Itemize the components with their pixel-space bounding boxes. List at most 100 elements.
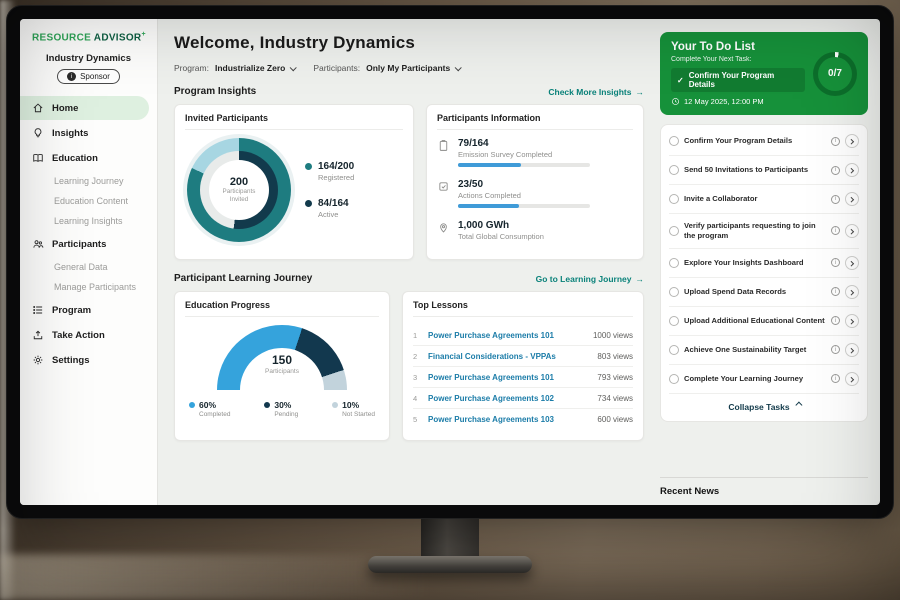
program-select[interactable]: Industrialize Zero bbox=[215, 63, 298, 73]
sidebar-item-label: Education bbox=[52, 152, 98, 164]
todo-due: 12 May 2025, 12:00 PM bbox=[671, 97, 805, 106]
chevron-right-icon bbox=[848, 376, 855, 383]
task-checkbox[interactable] bbox=[669, 194, 679, 204]
sidebar-item-program[interactable]: Program bbox=[20, 298, 149, 322]
lesson-row: 3 Power Purchase Agreements 101 793 view… bbox=[413, 367, 633, 388]
info-icon bbox=[67, 72, 77, 82]
donut-center: 200 Participants Invited bbox=[209, 160, 269, 220]
sidebar-item-label: Participants bbox=[52, 238, 107, 250]
sidebar-item-education[interactable]: Education bbox=[20, 146, 149, 170]
sponsor-badge-label: Sponsor bbox=[80, 72, 110, 82]
learning-journey-header: Participant Learning Journey Go to Learn… bbox=[174, 273, 644, 284]
task-open-button[interactable] bbox=[845, 255, 859, 270]
lesson-link[interactable]: Financial Considerations - VPPAs bbox=[428, 351, 556, 361]
program-filter-label: Program: bbox=[174, 63, 209, 73]
legend-active: 84/164 Active bbox=[305, 198, 354, 219]
task-row: Explore Your Insights Dashboard bbox=[669, 249, 859, 278]
info-icon[interactable] bbox=[831, 165, 840, 175]
task-list-card: Confirm Your Program Details Send 50 Inv… bbox=[660, 124, 868, 422]
legend-pending: 30% Pending bbox=[264, 400, 298, 418]
task-checkbox[interactable] bbox=[669, 136, 679, 146]
program-insights-header: Program Insights Check More Insights → bbox=[174, 86, 644, 97]
upload-action-icon bbox=[33, 330, 43, 340]
lesson-link[interactable]: Power Purchase Agreements 101 bbox=[428, 372, 554, 382]
task-open-button[interactable] bbox=[845, 163, 859, 177]
desk-highlight bbox=[0, 554, 430, 600]
legend-registered: 164/200 Registered bbox=[305, 161, 354, 182]
sidebar-item-settings[interactable]: Settings bbox=[20, 348, 149, 372]
sidebar-item-label: Learning Journey bbox=[54, 176, 124, 187]
task-checkbox[interactable] bbox=[669, 165, 679, 175]
participants-information-card: Participants Information 79/164 Emission… bbox=[426, 104, 644, 260]
arrow-right-icon: → bbox=[635, 86, 645, 97]
task-row: Upload Spend Data Records bbox=[669, 278, 859, 307]
task-open-button[interactable] bbox=[845, 223, 859, 238]
logo-secondary: ADVISOR bbox=[93, 32, 142, 44]
info-row-consumption: 1,000 GWh Total Global Consumption bbox=[437, 220, 633, 245]
gauge-legend: 60% Completed 30% Pending bbox=[185, 391, 379, 418]
sidebar-item-take-action[interactable]: Take Action bbox=[20, 323, 149, 347]
task-checkbox[interactable] bbox=[669, 344, 679, 355]
sponsor-badge[interactable]: Sponsor bbox=[57, 69, 120, 85]
info-icon[interactable] bbox=[831, 287, 840, 297]
gauge-center: 150 Participants bbox=[265, 353, 299, 375]
task-open-button[interactable] bbox=[845, 371, 859, 386]
chevron-right-icon bbox=[848, 318, 855, 325]
info-icon[interactable] bbox=[831, 316, 840, 326]
info-icon[interactable] bbox=[831, 226, 840, 236]
home-icon bbox=[33, 103, 43, 113]
task-open-button[interactable] bbox=[845, 284, 859, 299]
section-title: Participant Learning Journey bbox=[174, 273, 313, 284]
task-checkbox[interactable] bbox=[669, 225, 679, 236]
task-checkbox[interactable] bbox=[669, 257, 679, 268]
task-checkbox[interactable] bbox=[669, 286, 679, 297]
monitor-bezel: RESOURCE ADVISOR+ Industry Dynamics Spon… bbox=[6, 5, 894, 519]
info-icon[interactable] bbox=[831, 345, 840, 355]
progress-bar bbox=[458, 204, 590, 208]
task-open-button[interactable] bbox=[845, 313, 859, 328]
info-icon[interactable] bbox=[831, 374, 840, 384]
sidebar-item-education-content[interactable]: Education Content bbox=[20, 191, 157, 211]
sidebar-item-participants[interactable]: Participants bbox=[20, 232, 149, 256]
main-content: Welcome, Industry Dynamics Program: Indu… bbox=[158, 19, 656, 505]
lesson-link[interactable]: Power Purchase Agreements 102 bbox=[428, 393, 554, 403]
page-title: Welcome, Industry Dynamics bbox=[174, 33, 416, 52]
invited-total-label: Participants Invited bbox=[222, 188, 256, 203]
chevron-right-icon bbox=[848, 138, 855, 145]
task-checkbox[interactable] bbox=[669, 373, 679, 384]
card-title: Top Lessons bbox=[413, 300, 633, 317]
collapse-tasks-button[interactable]: Collapse Tasks bbox=[669, 394, 859, 419]
info-icon[interactable] bbox=[831, 194, 840, 204]
sidebar-item-label: Home bbox=[52, 102, 79, 114]
todo-card: Your To Do List Complete Your Next Task:… bbox=[660, 32, 868, 115]
arrow-right-icon: → bbox=[635, 273, 645, 284]
todo-next-task[interactable]: ✓ Confirm Your Program Details bbox=[671, 68, 805, 92]
info-icon[interactable] bbox=[831, 258, 840, 268]
lightbulb-icon bbox=[34, 128, 42, 138]
sidebar-item-learning-insights[interactable]: Learning Insights bbox=[20, 211, 157, 231]
task-open-button[interactable] bbox=[845, 134, 859, 148]
legend-not-started: 10% Not Started bbox=[332, 400, 375, 418]
sidebar-item-general-data[interactable]: General Data bbox=[20, 257, 157, 277]
info-icon[interactable] bbox=[831, 136, 840, 146]
task-open-button[interactable] bbox=[845, 342, 859, 357]
screen: RESOURCE ADVISOR+ Industry Dynamics Spon… bbox=[20, 19, 880, 505]
task-open-button[interactable] bbox=[845, 192, 859, 206]
lesson-link[interactable]: Power Purchase Agreements 103 bbox=[428, 414, 554, 424]
lesson-row: 2 Financial Considerations - VPPAs 803 v… bbox=[413, 346, 633, 367]
task-row: Confirm Your Program Details bbox=[669, 127, 859, 156]
task-row: Send 50 Invitations to Participants bbox=[669, 156, 859, 185]
checklist-icon bbox=[437, 180, 450, 193]
task-row: Verify participants requesting to join t… bbox=[669, 214, 859, 249]
task-checkbox[interactable] bbox=[669, 315, 679, 326]
monitor-stand-base bbox=[368, 556, 532, 573]
sidebar-item-insights[interactable]: Insights bbox=[20, 121, 149, 145]
sidebar-item-manage-participants[interactable]: Manage Participants bbox=[20, 277, 157, 297]
participants-select[interactable]: Only My Participants bbox=[366, 63, 462, 73]
sidebar-item-home[interactable]: Home bbox=[20, 96, 149, 121]
lesson-link[interactable]: Power Purchase Agreements 101 bbox=[428, 330, 554, 340]
sidebar-item-learning-journey[interactable]: Learning Journey bbox=[20, 171, 157, 191]
sidebar: RESOURCE ADVISOR+ Industry Dynamics Spon… bbox=[20, 19, 158, 505]
check-more-insights-link[interactable]: Check More Insights → bbox=[548, 86, 645, 97]
go-to-learning-journey-link[interactable]: Go to Learning Journey → bbox=[535, 273, 645, 284]
